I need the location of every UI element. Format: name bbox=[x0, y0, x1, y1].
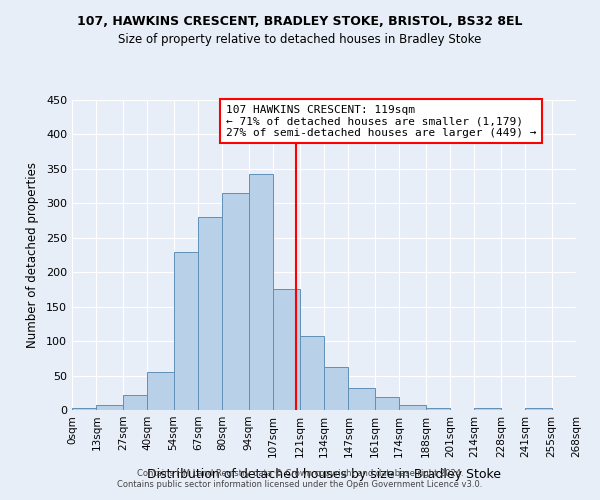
Bar bbox=[425, 408, 450, 410]
Text: Contains HM Land Registry data © Crown copyright and database right 2024.: Contains HM Land Registry data © Crown c… bbox=[137, 468, 463, 477]
Bar bbox=[349, 388, 375, 410]
Text: Size of property relative to detached houses in Bradley Stoke: Size of property relative to detached ho… bbox=[118, 32, 482, 46]
Bar bbox=[147, 372, 173, 410]
Text: Contains public sector information licensed under the Open Government Licence v3: Contains public sector information licen… bbox=[118, 480, 482, 489]
Bar bbox=[299, 336, 324, 410]
Bar bbox=[173, 252, 198, 410]
Bar bbox=[249, 174, 273, 410]
Bar bbox=[123, 395, 147, 410]
Text: 107 HAWKINS CRESCENT: 119sqm
← 71% of detached houses are smaller (1,179)
27% of: 107 HAWKINS CRESCENT: 119sqm ← 71% of de… bbox=[226, 104, 536, 138]
Bar bbox=[324, 366, 349, 410]
Bar bbox=[72, 408, 97, 410]
Bar bbox=[97, 405, 123, 410]
Bar bbox=[198, 217, 223, 410]
Bar bbox=[475, 408, 501, 410]
Bar bbox=[399, 405, 425, 410]
Text: 107, HAWKINS CRESCENT, BRADLEY STOKE, BRISTOL, BS32 8EL: 107, HAWKINS CRESCENT, BRADLEY STOKE, BR… bbox=[77, 15, 523, 28]
Bar bbox=[375, 397, 399, 410]
Bar bbox=[273, 290, 299, 410]
X-axis label: Distribution of detached houses by size in Bradley Stoke: Distribution of detached houses by size … bbox=[147, 468, 501, 481]
Y-axis label: Number of detached properties: Number of detached properties bbox=[26, 162, 39, 348]
Bar bbox=[525, 408, 551, 410]
Bar bbox=[223, 193, 249, 410]
